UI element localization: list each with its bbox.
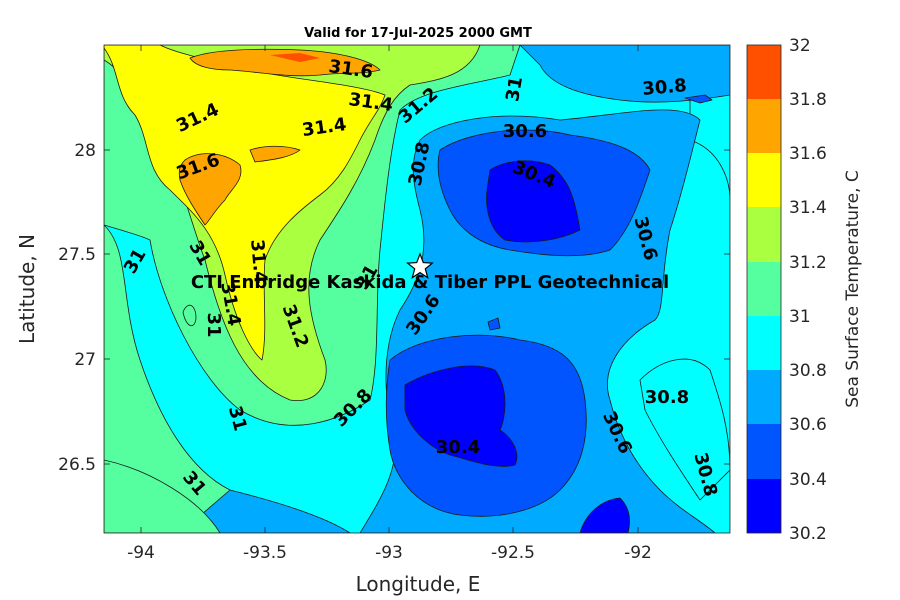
site-label: CTI Enbridge Kaskida & Tiber PPL Geotech… <box>191 272 669 293</box>
colorbar-band <box>747 262 781 316</box>
colorbar-tick-label: 31 <box>789 307 811 327</box>
contour-label: 30.8 <box>641 75 687 100</box>
band-30-2-south <box>404 365 518 467</box>
colorbar-tick-label: 30.4 <box>789 470 827 490</box>
colorbar-tick-label: 31.2 <box>789 253 827 273</box>
contour-label: 30.6 <box>503 121 547 142</box>
y-tick-labels: 28 27.5 27 26.5 <box>58 141 96 475</box>
band-30-8-east <box>639 358 730 501</box>
map-title: Valid for 17-Jul-2025 2000 GMT <box>304 26 532 41</box>
colorbar-tick-label: 32 <box>789 36 811 56</box>
axis-ticks <box>104 45 730 533</box>
band-30-2-northeast <box>486 160 581 243</box>
colorbar-band <box>747 207 781 262</box>
y-tick-label: 27.5 <box>58 245 96 265</box>
colorbar-band <box>747 424 781 479</box>
contour-label: 30.8 <box>645 387 689 408</box>
colorbar-band <box>747 370 781 424</box>
colorbar-tick-label: 31.8 <box>789 90 827 110</box>
colorbar-band <box>747 316 781 370</box>
band-31-west <box>104 224 231 533</box>
colorbar-label: Sea Surface Temperature, C <box>843 170 863 408</box>
colorbar-tick-label: 31.4 <box>789 198 827 218</box>
contour-label: 31 <box>203 312 224 337</box>
contour-label: 31.4 <box>246 238 271 284</box>
colorbar-band <box>747 479 781 533</box>
contour-label: 31 <box>502 75 527 103</box>
x-axis-label: Longitude, E <box>356 572 481 596</box>
y-tick-label: 26.5 <box>58 455 96 475</box>
x-tick-label: -94 <box>127 543 155 563</box>
colorbar-band <box>747 99 781 153</box>
band-31-8-core <box>270 53 320 62</box>
x-tick-label: -92 <box>624 543 652 563</box>
colorbar-tick-label: 30.2 <box>789 524 827 544</box>
band-30-8-northeast <box>519 45 730 103</box>
x-tick-label: -93 <box>375 543 403 563</box>
blob-2 <box>487 317 501 331</box>
blob-1 <box>684 94 713 104</box>
band-31-6-north <box>189 48 381 77</box>
band-30-2-southeast <box>579 497 630 533</box>
plot-frame <box>103 44 731 534</box>
colorbar-band <box>747 153 781 207</box>
band-31-6-west <box>178 153 242 226</box>
x-tick-labels: -94 -93.5 -93 -92.5 -92 <box>127 543 652 563</box>
colorbar-tick-label: 30.6 <box>789 415 827 435</box>
y-tick-label: 28 <box>74 141 96 161</box>
colorbar-tick-label: 31.6 <box>789 144 827 164</box>
band-31-4 <box>104 45 386 361</box>
band-31-6-spot <box>249 145 301 163</box>
y-axis-label: Latitude, N <box>15 234 39 344</box>
colorbar-tick-labels: 32 31.8 31.6 31.4 31.2 31 30.8 30.6 30.4… <box>789 36 827 544</box>
star-icon <box>406 252 434 279</box>
x-tick-label: -93.5 <box>243 543 287 563</box>
colorbar-frame <box>746 44 782 534</box>
colorbar-tick-label: 30.8 <box>789 361 827 381</box>
y-tick-label: 27 <box>74 350 96 370</box>
contour-label: 30.4 <box>436 437 480 458</box>
colorbar <box>746 44 782 534</box>
blob-3 <box>182 304 197 326</box>
contour-field <box>104 45 730 533</box>
colorbar-band <box>747 45 781 99</box>
x-tick-label: -92.5 <box>491 543 535 563</box>
